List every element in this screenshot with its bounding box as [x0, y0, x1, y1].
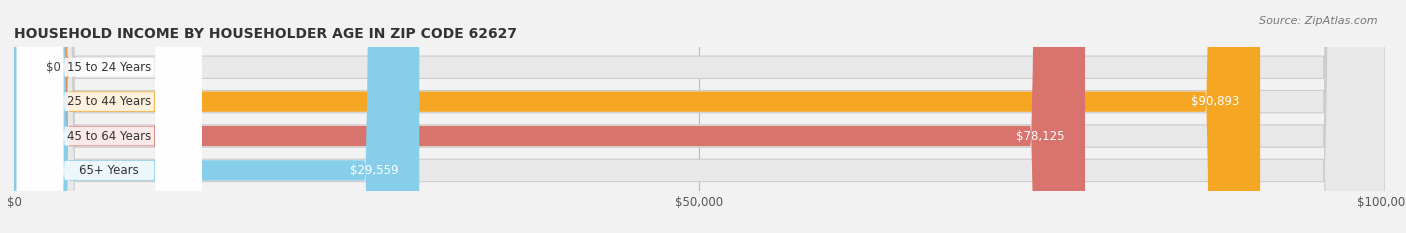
Text: 15 to 24 Years: 15 to 24 Years: [67, 61, 152, 74]
Text: $90,893: $90,893: [1191, 95, 1240, 108]
FancyBboxPatch shape: [14, 0, 1385, 233]
FancyBboxPatch shape: [14, 0, 1385, 233]
FancyBboxPatch shape: [14, 0, 1385, 233]
Text: HOUSEHOLD INCOME BY HOUSEHOLDER AGE IN ZIP CODE 62627: HOUSEHOLD INCOME BY HOUSEHOLDER AGE IN Z…: [14, 27, 517, 41]
FancyBboxPatch shape: [14, 0, 1085, 233]
FancyBboxPatch shape: [17, 0, 202, 233]
Text: 65+ Years: 65+ Years: [80, 164, 139, 177]
FancyBboxPatch shape: [14, 0, 1260, 233]
Text: 25 to 44 Years: 25 to 44 Years: [67, 95, 152, 108]
Text: $0: $0: [45, 61, 60, 74]
FancyBboxPatch shape: [14, 0, 1385, 233]
Text: Source: ZipAtlas.com: Source: ZipAtlas.com: [1260, 16, 1378, 26]
Text: $29,559: $29,559: [350, 164, 399, 177]
Text: 45 to 64 Years: 45 to 64 Years: [67, 130, 152, 143]
Text: $78,125: $78,125: [1017, 130, 1064, 143]
FancyBboxPatch shape: [17, 0, 202, 233]
FancyBboxPatch shape: [17, 0, 202, 233]
FancyBboxPatch shape: [0, 0, 69, 233]
FancyBboxPatch shape: [14, 0, 419, 233]
FancyBboxPatch shape: [17, 0, 202, 233]
